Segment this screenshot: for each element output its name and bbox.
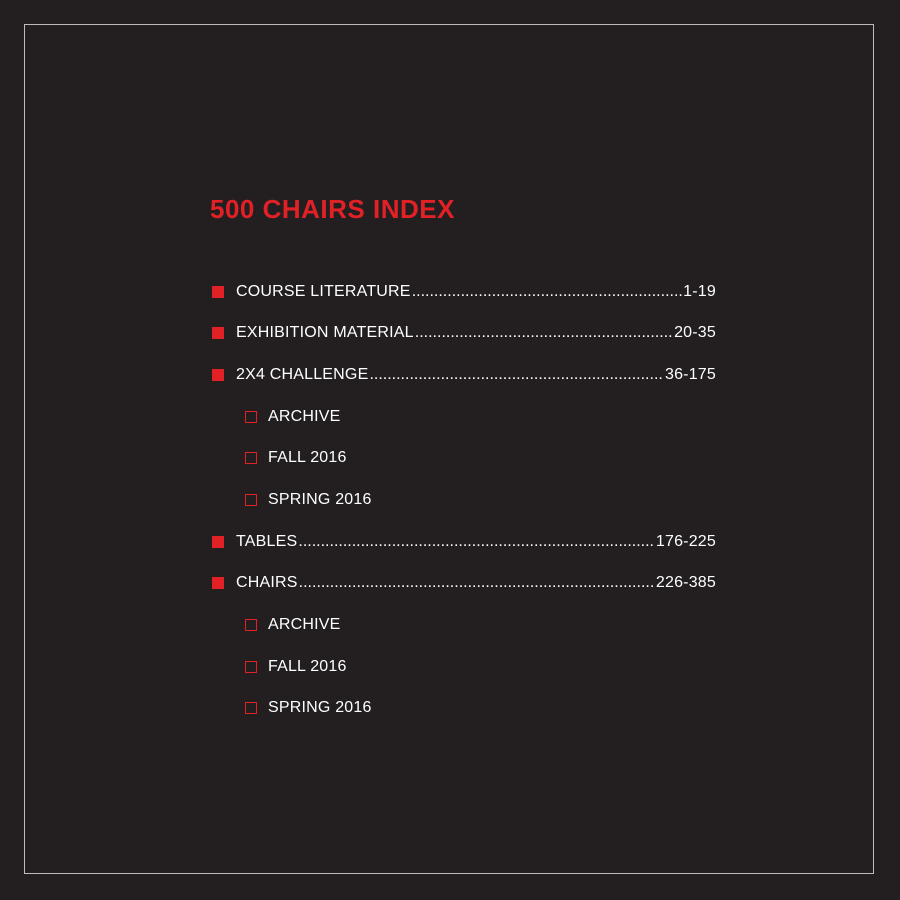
- dot-leader: [298, 533, 655, 551]
- filled-square-bullet-icon: [212, 327, 224, 340]
- index-entry-pages: 176-225: [655, 532, 716, 550]
- index-entry-pages: 226-385: [655, 574, 716, 592]
- index-entry-label: ARCHIVE: [268, 407, 341, 425]
- index-entry-label: TABLES: [236, 532, 298, 550]
- index-entry-label: ARCHIVE: [268, 616, 341, 634]
- index-subentry: ARCHIVE: [212, 396, 716, 438]
- index-subentry: SPRING 2016: [212, 688, 716, 730]
- index-list: COURSE LITERATURE 1-19 EXHIBITION MATERIAL…: [212, 271, 716, 729]
- filled-square-bullet-icon: [212, 285, 224, 298]
- index-entry-pages: 36-175: [664, 366, 716, 384]
- index-entry-label: 2X4 CHALLENGE: [236, 366, 369, 384]
- index-entry: EXHIBITION MATERIAL 20-35: [212, 313, 716, 355]
- index-subentry: SPRING 2016: [212, 479, 716, 521]
- hollow-square-bullet-icon: [245, 410, 257, 423]
- dot-leader: [369, 366, 664, 384]
- hollow-square-bullet-icon: [245, 452, 257, 465]
- index-subentry: ARCHIVE: [212, 604, 716, 646]
- index-entry-label: COURSE LITERATURE: [236, 282, 411, 300]
- index-entry-label: FALL 2016: [268, 657, 347, 675]
- filled-square-bullet-icon: [212, 535, 224, 548]
- index-entry-pages: 1-19: [683, 282, 716, 300]
- dot-leader: [299, 574, 655, 592]
- hollow-square-bullet-icon: [245, 619, 257, 632]
- index-title: 500 CHAIRS INDEX: [210, 194, 455, 224]
- index-entry: COURSE LITERATURE 1-19: [212, 271, 716, 313]
- filled-square-bullet-icon: [212, 369, 224, 382]
- hollow-square-bullet-icon: [245, 494, 257, 507]
- index-entry: CHAIRS 226-385: [212, 563, 716, 605]
- hollow-square-bullet-icon: [245, 660, 257, 673]
- index-entry-label: SPRING 2016: [268, 491, 372, 509]
- index-entry-pages: 20-35: [674, 324, 716, 342]
- index-subentry: FALL 2016: [212, 646, 716, 688]
- dot-leader: [412, 283, 682, 301]
- index-subentry: FALL 2016: [212, 438, 716, 480]
- index-entry-label: CHAIRS: [236, 574, 298, 592]
- index-entry-label: EXHIBITION MATERIAL: [236, 324, 414, 342]
- index-entry: 2X4 CHALLENGE 36-175: [212, 354, 716, 396]
- page-border-frame: [24, 24, 874, 874]
- dot-leader: [415, 324, 673, 342]
- index-entry-label: FALL 2016: [268, 449, 347, 467]
- filled-square-bullet-icon: [212, 577, 224, 590]
- hollow-square-bullet-icon: [245, 702, 257, 715]
- index-entry-label: SPRING 2016: [268, 699, 372, 717]
- index-entry: TABLES 176-225: [212, 521, 716, 563]
